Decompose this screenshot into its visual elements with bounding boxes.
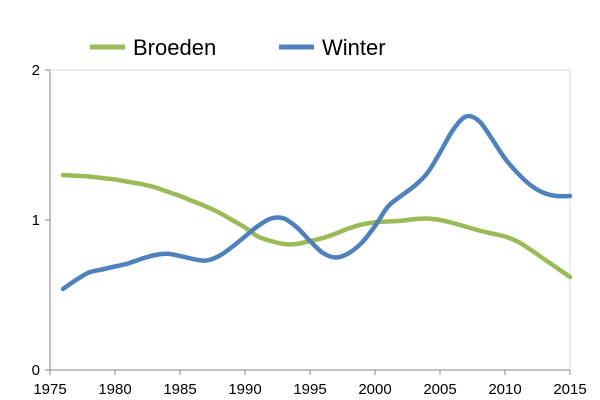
legend-label-broeden: Broeden bbox=[133, 35, 216, 60]
x-tick-label: 1995 bbox=[293, 381, 326, 398]
y-axis-ticks: 0 1 2 bbox=[32, 62, 50, 379]
x-tick-label: 1980 bbox=[98, 381, 131, 398]
x-tick-label: 1975 bbox=[33, 381, 66, 398]
x-tick-label: 2000 bbox=[358, 381, 391, 398]
x-tick-label: 1990 bbox=[228, 381, 261, 398]
y-tick-label: 2 bbox=[32, 62, 40, 79]
x-tick-label: 2015 bbox=[553, 381, 586, 398]
x-axis-ticks: 1975 1980 1985 1990 1995 2000 2005 2010 2015 bbox=[33, 370, 587, 398]
legend-label-winter: Winter bbox=[322, 35, 386, 60]
y-tick-label: 0 bbox=[32, 362, 40, 379]
y-tick-label: 1 bbox=[32, 212, 40, 229]
chart-series bbox=[60, 113, 573, 292]
x-tick-label: 2005 bbox=[423, 381, 456, 398]
series-line-broeden bbox=[60, 172, 573, 280]
x-tick-label: 1985 bbox=[163, 381, 196, 398]
chart-legend: Broeden Winter bbox=[90, 35, 386, 60]
legend-item-winter[interactable]: Winter bbox=[279, 35, 386, 60]
series-line-winter bbox=[60, 113, 573, 292]
x-tick-label: 2010 bbox=[488, 381, 521, 398]
legend-item-broeden[interactable]: Broeden bbox=[90, 35, 216, 60]
